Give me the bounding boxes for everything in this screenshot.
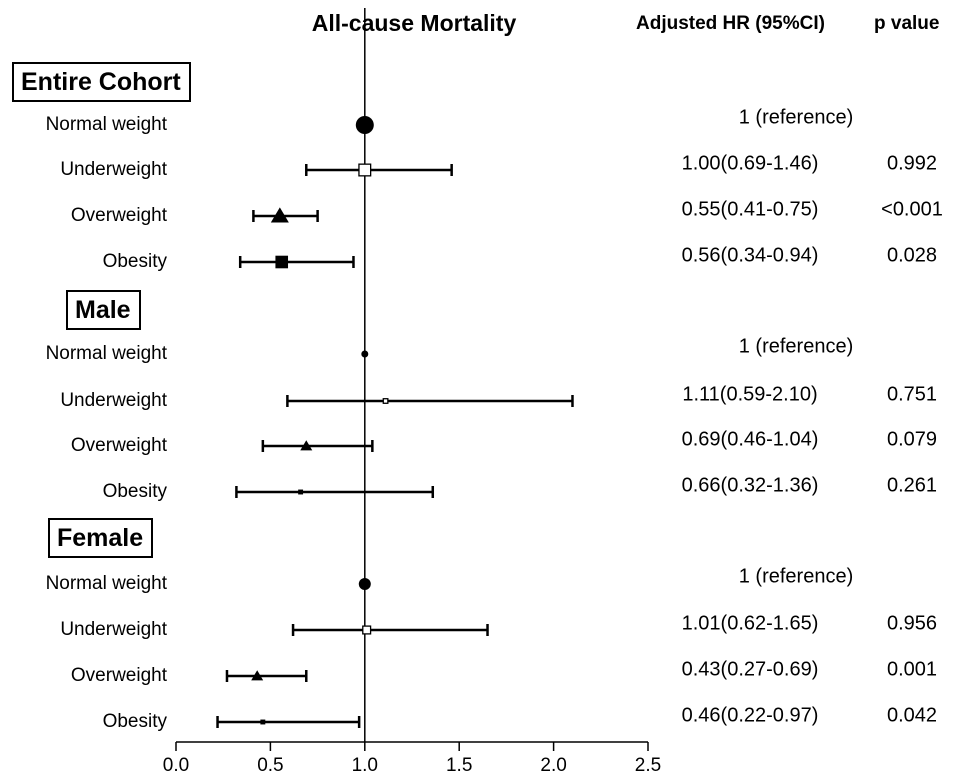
x-tick-label: 2.5 bbox=[635, 755, 661, 776]
group-header-female: Female bbox=[48, 518, 154, 558]
p-value-text: 0.079 bbox=[886, 428, 938, 451]
hr-ci-text: 0.56(0.34-0.94) bbox=[681, 244, 819, 267]
group-header-male: Male bbox=[66, 290, 141, 330]
row-label: Overweight bbox=[70, 205, 167, 226]
row-label: Normal weight bbox=[45, 343, 167, 364]
hr-reference-text: 1 (reference) bbox=[738, 335, 854, 358]
point-estimate-triangle bbox=[270, 207, 289, 223]
hr-ci-text: 1.11(0.59-2.10) bbox=[682, 383, 818, 406]
p-value-text: 0.992 bbox=[886, 152, 938, 175]
hr-ci-text: 1.01(0.62-1.65) bbox=[681, 612, 819, 635]
row-label: Normal weight bbox=[45, 573, 167, 594]
row-label: Obesity bbox=[102, 481, 167, 502]
point-estimate-open-square bbox=[382, 398, 389, 404]
hr-ci-text: 0.55(0.41-0.75) bbox=[681, 198, 819, 221]
point-estimate-circle bbox=[358, 578, 371, 590]
row-label: Normal weight bbox=[45, 114, 167, 135]
point-estimate-circle bbox=[361, 350, 369, 358]
p-value-text: 0.751 bbox=[886, 383, 938, 406]
row-label: Underweight bbox=[60, 619, 167, 640]
point-estimate-open-square bbox=[358, 163, 372, 177]
hr-ci-text: 0.43(0.27-0.69) bbox=[681, 658, 819, 681]
point-estimate-circle bbox=[355, 116, 374, 134]
point-estimate-square bbox=[298, 489, 304, 495]
hr-column-header: Adjusted HR (95%CI) bbox=[636, 13, 825, 34]
p-value-text: 0.956 bbox=[886, 612, 938, 635]
p-column-header: p value bbox=[874, 13, 940, 34]
hr-reference-text: 1 (reference) bbox=[738, 565, 854, 588]
point-estimate-open-square bbox=[362, 625, 372, 635]
row-label: Obesity bbox=[102, 711, 167, 732]
hr-ci-text: 0.46(0.22-0.97) bbox=[681, 704, 819, 727]
point-estimate-triangle bbox=[300, 440, 313, 451]
row-label: Overweight bbox=[70, 665, 167, 686]
p-value-text: <0.001 bbox=[881, 198, 943, 221]
x-tick-label: 1.5 bbox=[446, 755, 472, 776]
p-value-text: 0.028 bbox=[886, 244, 938, 267]
hr-ci-text: 0.66(0.32-1.36) bbox=[681, 474, 819, 497]
row-label: Underweight bbox=[60, 390, 167, 411]
point-estimate-triangle bbox=[251, 670, 264, 681]
row-label: Overweight bbox=[70, 435, 167, 456]
p-value-text: 0.042 bbox=[886, 704, 938, 727]
x-tick-label: 0.5 bbox=[257, 755, 283, 776]
hr-ci-text: 0.69(0.46-1.04) bbox=[681, 428, 819, 451]
x-tick-label: 0.0 bbox=[163, 755, 189, 776]
row-label: Underweight bbox=[60, 159, 167, 180]
point-estimate-square bbox=[260, 719, 266, 725]
chart-title: All-cause Mortality bbox=[311, 10, 517, 36]
x-tick-label: 1.0 bbox=[352, 755, 378, 776]
row-label: Obesity bbox=[102, 251, 167, 272]
hr-ci-text: 1.00(0.69-1.46) bbox=[681, 152, 819, 175]
group-header-entire-cohort: Entire Cohort bbox=[12, 62, 191, 102]
hr-reference-text: 1 (reference) bbox=[738, 106, 854, 129]
p-value-text: 0.261 bbox=[886, 474, 938, 497]
p-value-text: 0.001 bbox=[886, 658, 938, 681]
point-estimate-square bbox=[275, 255, 289, 269]
x-tick-label: 2.0 bbox=[540, 755, 566, 776]
